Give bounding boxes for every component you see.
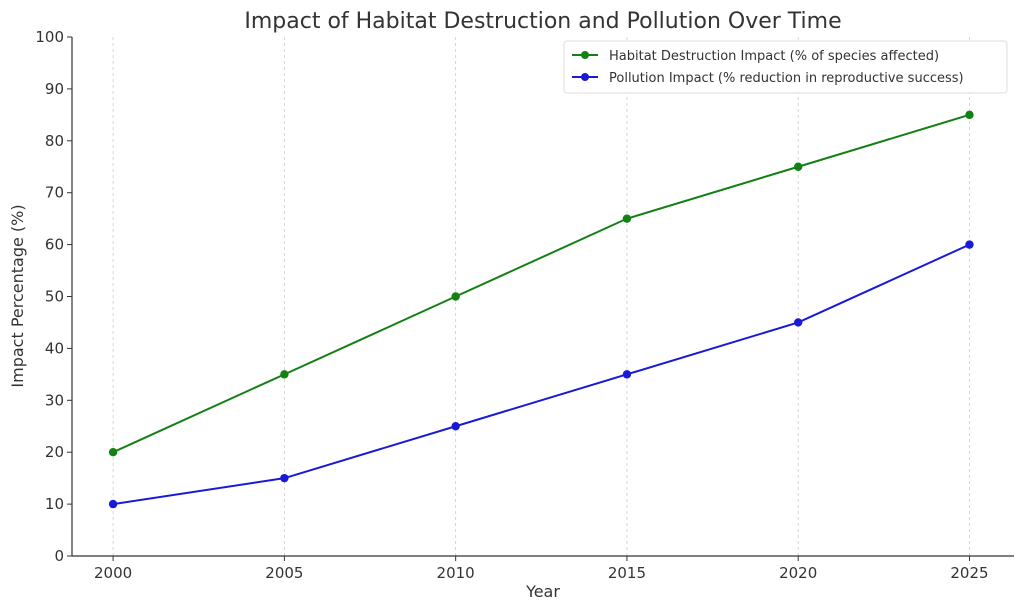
legend-label: Habitat Destruction Impact (% of species… — [609, 49, 939, 64]
y-axis-ticks: 0 10 20 30 40 50 60 70 80 90 100 — [35, 28, 72, 565]
y-tick-label: 100 — [35, 28, 64, 46]
y-tick-label: 80 — [45, 132, 64, 150]
series-2 — [108, 240, 974, 509]
series-layer — [108, 110, 974, 509]
data-point — [280, 370, 289, 379]
x-tick-label: 2020 — [779, 564, 817, 582]
y-tick-label: 40 — [45, 339, 64, 357]
y-tick-label: 50 — [45, 288, 64, 306]
data-point — [622, 214, 632, 223]
data-point — [622, 370, 632, 379]
grid-lines — [112, 37, 970, 556]
data-point — [451, 292, 460, 301]
y-tick-label: 10 — [45, 495, 64, 513]
data-point — [108, 448, 118, 457]
x-tick-label: 2010 — [437, 564, 475, 582]
legend-marker — [581, 51, 589, 59]
data-point — [793, 162, 803, 171]
y-tick-label: 70 — [45, 184, 64, 202]
y-tick-label: 0 — [54, 547, 64, 565]
data-point — [108, 499, 118, 509]
y-axis-label: Impact Percentage (%) — [8, 204, 27, 387]
data-point — [451, 422, 460, 431]
x-axis-label: Year — [525, 582, 560, 601]
data-point — [965, 110, 974, 120]
y-tick-label: 90 — [45, 80, 64, 98]
y-tick-label: 60 — [45, 236, 64, 254]
legend-box — [563, 40, 1008, 94]
legend-entry: Habitat Destruction Impact (% of species… — [572, 49, 939, 64]
x-tick-label: 2025 — [950, 564, 988, 582]
chart-title: Impact of Habitat Destruction and Pollut… — [244, 9, 841, 34]
x-tick-label: 2005 — [265, 564, 303, 582]
legend: Habitat Destruction Impact (% of species… — [563, 40, 1008, 94]
legend-marker — [581, 73, 589, 81]
data-point — [965, 240, 974, 249]
x-tick-label: 2015 — [608, 564, 646, 582]
data-point — [793, 318, 803, 327]
x-axis-ticks: 2000 2005 2010 2015 2020 2025 — [94, 556, 989, 582]
y-tick-label: 20 — [45, 443, 64, 461]
x-tick-label: 2000 — [94, 564, 132, 582]
series-line — [112, 113, 970, 454]
series-1 — [108, 110, 974, 457]
series-line — [112, 243, 970, 506]
y-tick-label: 30 — [45, 391, 64, 409]
legend-entry: Pollution Impact (% reduction in reprodu… — [572, 71, 964, 86]
data-point — [280, 473, 289, 483]
legend-label: Pollution Impact (% reduction in reprodu… — [609, 71, 964, 86]
